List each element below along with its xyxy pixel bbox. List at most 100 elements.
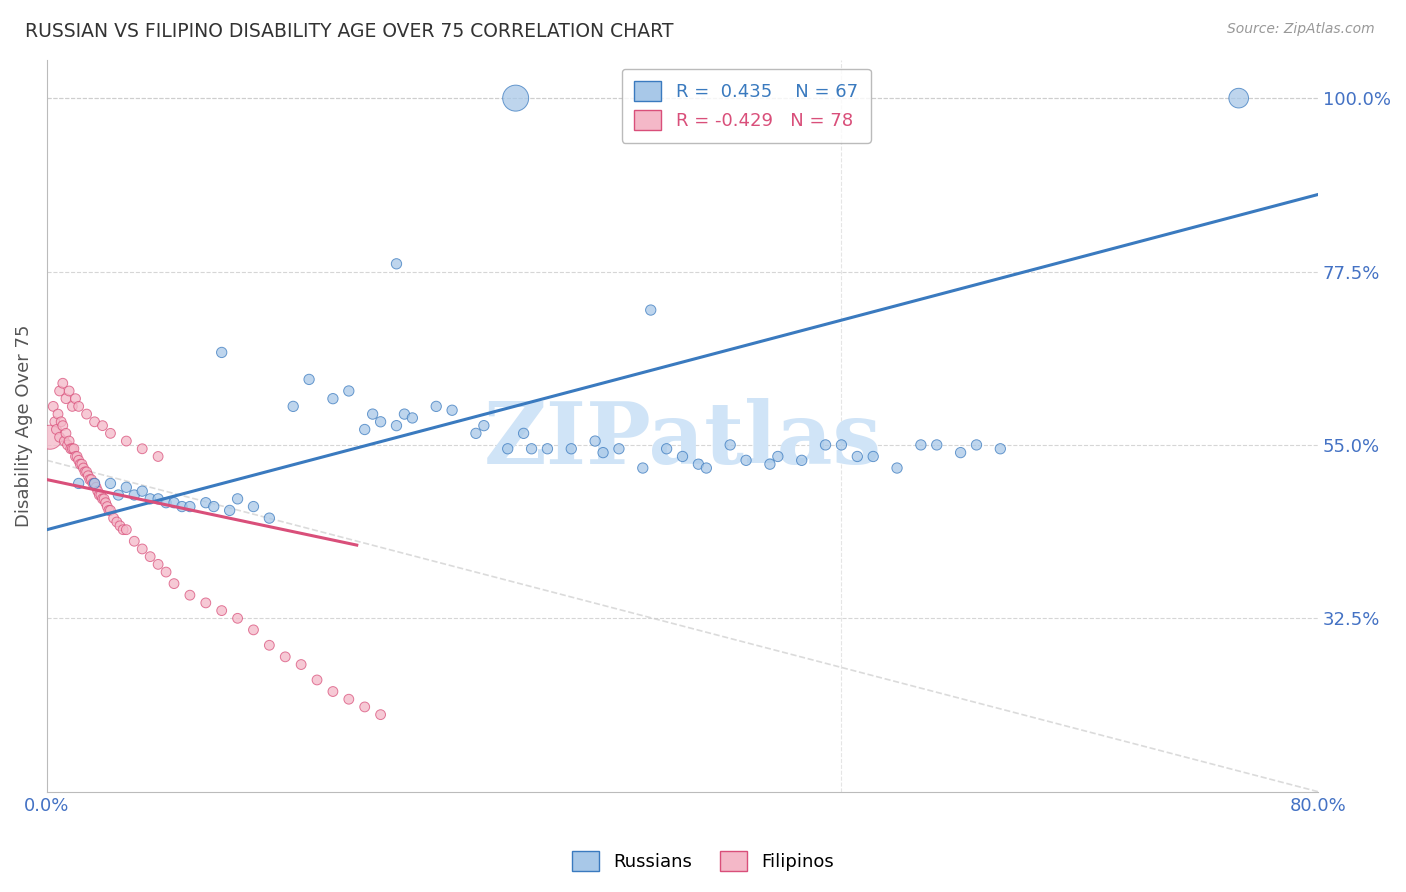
Point <box>146 450 169 464</box>
Point <box>385 257 408 271</box>
Point <box>59 442 82 456</box>
Point <box>91 491 114 506</box>
Point <box>67 400 90 414</box>
Point <box>322 392 344 406</box>
Point <box>520 442 543 456</box>
Point <box>91 418 114 433</box>
Point <box>93 491 115 506</box>
Point <box>103 511 125 525</box>
Point <box>886 461 908 475</box>
Point <box>290 657 312 672</box>
Point <box>688 457 710 471</box>
Point <box>846 450 869 464</box>
Point <box>337 692 360 706</box>
Point <box>211 604 233 618</box>
Point <box>988 442 1011 456</box>
Point <box>179 500 201 514</box>
Point <box>82 476 104 491</box>
Point <box>179 588 201 602</box>
Point <box>218 503 240 517</box>
Point <box>73 465 96 479</box>
Point <box>305 673 328 687</box>
Point <box>496 442 519 456</box>
Point <box>60 400 83 414</box>
Point <box>90 488 112 502</box>
Point <box>112 523 135 537</box>
Point <box>718 438 741 452</box>
Point <box>48 384 70 398</box>
Point <box>96 500 118 514</box>
Point <box>146 491 169 506</box>
Point <box>155 496 177 510</box>
Point <box>194 596 217 610</box>
Point <box>194 496 217 510</box>
Point <box>425 400 447 414</box>
Point <box>124 534 146 549</box>
Point <box>370 415 392 429</box>
Point <box>925 438 948 452</box>
Point <box>353 423 375 437</box>
Y-axis label: Disability Age Over 75: Disability Age Over 75 <box>15 325 32 527</box>
Point <box>401 411 423 425</box>
Point <box>58 434 80 448</box>
Point <box>76 465 98 479</box>
Point <box>322 684 344 698</box>
Point <box>87 484 110 499</box>
Point <box>100 476 122 491</box>
Point <box>55 392 77 406</box>
Point <box>97 503 120 517</box>
Point <box>814 438 837 452</box>
Point <box>139 491 162 506</box>
Point <box>226 491 249 506</box>
Point <box>560 442 582 456</box>
Point <box>441 403 464 417</box>
Point <box>94 496 117 510</box>
Point <box>966 438 988 452</box>
Point <box>671 450 693 464</box>
Point <box>536 442 558 456</box>
Point <box>131 541 153 556</box>
Point <box>155 565 177 579</box>
Point <box>83 415 105 429</box>
Point <box>583 434 606 448</box>
Point <box>353 700 375 714</box>
Point <box>361 407 384 421</box>
Point <box>274 649 297 664</box>
Point <box>77 468 100 483</box>
Point <box>131 484 153 499</box>
Point <box>242 623 264 637</box>
Point <box>107 488 129 502</box>
Point <box>45 423 67 437</box>
Point <box>655 442 678 456</box>
Point <box>124 488 146 502</box>
Point <box>163 496 186 510</box>
Point <box>607 442 630 456</box>
Point <box>83 476 105 491</box>
Text: RUSSIAN VS FILIPINO DISABILITY AGE OVER 75 CORRELATION CHART: RUSSIAN VS FILIPINO DISABILITY AGE OVER … <box>25 22 673 41</box>
Point <box>48 430 70 444</box>
Point <box>55 426 77 441</box>
Point <box>465 426 488 441</box>
Point <box>131 442 153 456</box>
Point <box>115 523 138 537</box>
Point <box>65 392 87 406</box>
Point <box>298 372 321 386</box>
Point <box>910 438 932 452</box>
Point <box>695 461 717 475</box>
Point <box>108 518 131 533</box>
Point <box>170 500 193 514</box>
Point <box>66 450 89 464</box>
Point <box>83 476 105 491</box>
Point <box>39 430 62 444</box>
Point <box>63 442 86 456</box>
Point <box>949 445 972 459</box>
Point <box>80 473 103 487</box>
Point <box>226 611 249 625</box>
Point <box>512 426 534 441</box>
Point <box>259 511 281 525</box>
Point <box>79 473 101 487</box>
Point <box>105 515 128 529</box>
Point <box>259 638 281 652</box>
Text: ZIPatlas: ZIPatlas <box>484 399 882 483</box>
Point <box>592 445 614 459</box>
